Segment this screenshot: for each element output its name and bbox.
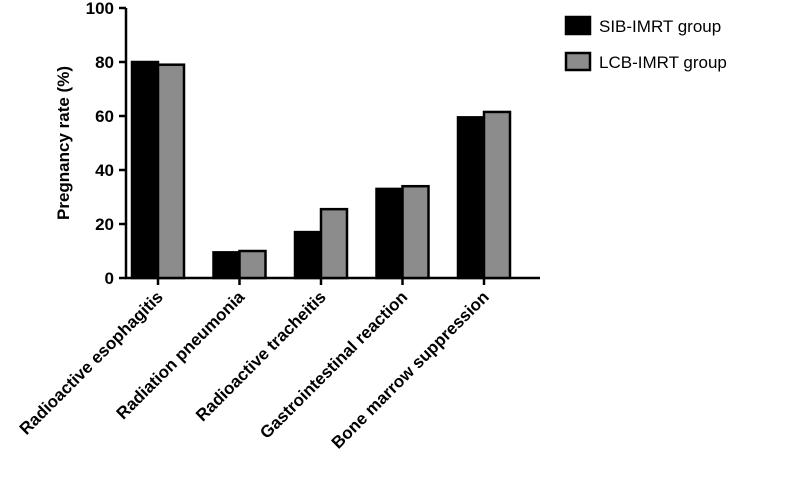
- bar: [238, 249, 267, 280]
- bars: [130, 60, 512, 280]
- bar: [401, 184, 430, 280]
- y-tick-labels: 0 20 40 60 80 100: [86, 0, 114, 288]
- bar: [482, 110, 512, 280]
- bar: [293, 230, 323, 280]
- bar: [212, 251, 241, 280]
- y-tick-label: 100: [86, 0, 114, 18]
- bar: [375, 187, 404, 280]
- y-tick-label: 40: [95, 161, 114, 180]
- legend: SIB-IMRT group LCB-IMRT group: [564, 15, 727, 72]
- y-tick-label: 60: [95, 107, 114, 126]
- bar: [156, 63, 186, 280]
- category-label: Gastrointestinal reaction: [256, 287, 411, 442]
- y-tick-label: 0: [105, 269, 114, 288]
- legend-label: LCB-IMRT group: [599, 53, 727, 72]
- legend-label: SIB-IMRT group: [599, 17, 721, 36]
- bar: [130, 60, 160, 280]
- y-axis-title: Pregnancy rate (%): [54, 66, 73, 220]
- category-label: Radioactive tracheitis: [192, 287, 330, 425]
- legend-swatch: [564, 51, 592, 72]
- y-tick-label: 20: [95, 215, 114, 234]
- y-tick-label: 80: [95, 53, 114, 72]
- bar: [319, 207, 349, 280]
- legend-swatch: [564, 15, 592, 36]
- category-label: Bone marrow suppression: [328, 287, 493, 452]
- category-label: Radioactive esophagitis: [16, 287, 167, 438]
- bar: [456, 116, 486, 280]
